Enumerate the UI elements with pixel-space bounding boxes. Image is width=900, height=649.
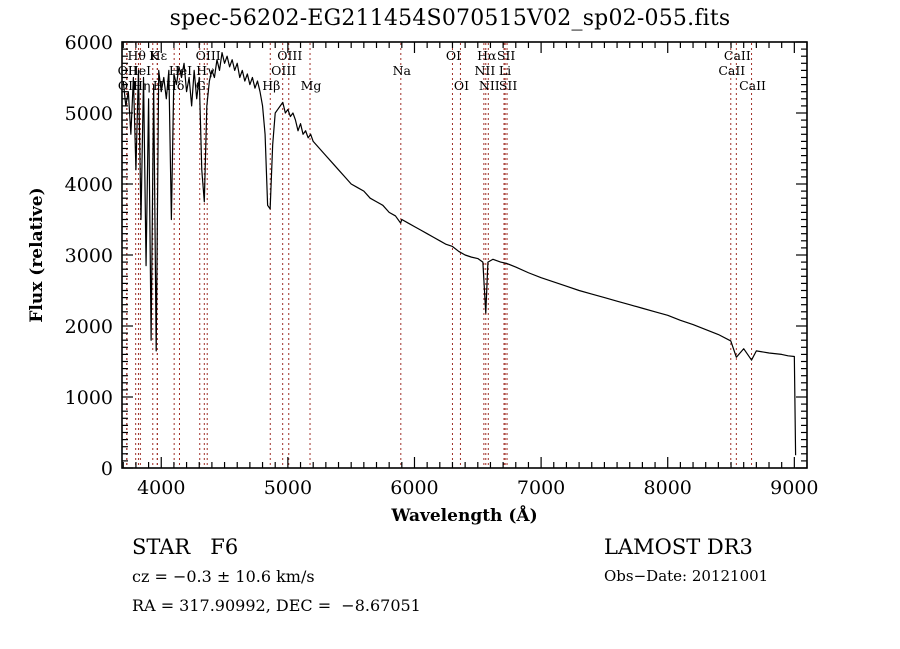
line-label-Li-6707: Li [499, 63, 511, 78]
line-label-OI-6363: OI [454, 78, 469, 93]
spectrum-curve [122, 52, 797, 456]
footer-left-column: STAR F6 cz = −0.3 ± 10.6 km/s RA = 317.9… [132, 532, 421, 620]
line-label-Hε-3970: Hε [150, 48, 167, 63]
line-label-Hγ-4340: Hγ [196, 63, 214, 78]
x-axis-title: Wavelength (Å) [390, 504, 537, 526]
y-axis-title: Flux (relative) [27, 187, 47, 322]
line-label-Hη-3835: Hη [132, 78, 150, 93]
cz-line: cz = −0.3 ± 10.6 km/s [132, 567, 315, 586]
line-label-Hα-6563: Hα [477, 48, 497, 63]
spacer [190, 535, 210, 559]
ytick-label-5000: 5000 [65, 103, 113, 125]
line-label-OII-3727: OII [118, 63, 138, 78]
ytick-label-4000: 4000 [65, 174, 113, 196]
line-label-OIII-5007: OIII [277, 48, 302, 63]
line-label-OII-3729: OII [118, 78, 138, 93]
figure-footer: STAR F6 cz = −0.3 ± 10.6 km/s RA = 317.9… [0, 528, 900, 649]
xtick-label-6000: 6000 [390, 477, 438, 499]
line-label-K-3933: K [149, 48, 159, 63]
line-label-Na-5892: Na [393, 63, 412, 78]
line-label-Hδ-4102: Hδ [166, 78, 184, 93]
xtick-label-9000: 9000 [770, 477, 818, 499]
obs-date-line: Obs−Date: 20121001 [604, 567, 769, 585]
footer-right-column: LAMOST DR3 Obs−Date: 20121001 [604, 532, 768, 591]
line-label-Hβ-4861: Hβ [262, 78, 280, 93]
line-label-OIII-4363: OIII [196, 48, 221, 63]
line-label-HeI-3820: HeI [128, 63, 151, 78]
line-label-G-4304: G [196, 78, 206, 93]
ytick-label-1000: 1000 [65, 387, 113, 409]
xtick-label-4000: 4000 [137, 477, 185, 499]
ytick-label-0: 0 [101, 458, 113, 480]
line-label-SII-6731: SII [499, 78, 518, 93]
line-label-CaII-8498: CaII [718, 63, 745, 78]
object-type: STAR [132, 535, 191, 559]
line-label-Hθ-3798: Hθ [127, 48, 145, 63]
line-label-SII-6716: SII [497, 48, 516, 63]
line-label-OI-6300: OI [446, 48, 461, 63]
line-label-H-3968: H [153, 78, 164, 93]
line-label-NII-6548: NII [474, 63, 495, 78]
coordinates-line: RA = 317.90992, DEC = −8.67051 [132, 596, 421, 615]
line-label-NII-6583: NII [479, 78, 500, 93]
xtick-label-7000: 7000 [517, 477, 565, 499]
spectrum-plot-svg: 4000 5000 6000 7000 8000 9000 0 1000 2000 3000 400… [27, 32, 819, 526]
line-label-HeI-4144: HeI [169, 63, 192, 78]
xtick-label-5000: 5000 [264, 477, 312, 499]
xtick-label-8000: 8000 [644, 477, 692, 499]
figure-title: spec-56202-EG211454S070515V02_sp02-055.f… [169, 6, 731, 31]
line-label-CaII-8662: CaII [739, 78, 766, 93]
plot-area: 4000 5000 6000 7000 8000 9000 0 1000 2000 3000 400… [27, 32, 819, 526]
line-label-OIII-4959: OIII [271, 63, 296, 78]
object-type-line: STAR F6 [132, 532, 421, 562]
line-label-CaII-8542: CaII [724, 48, 751, 63]
ytick-label-6000: 6000 [65, 32, 113, 54]
ytick-label-3000: 3000 [65, 245, 113, 267]
spectral-class: F6 [210, 535, 239, 559]
line-label-Mg-5175: Mg [301, 78, 322, 93]
survey-name: LAMOST DR3 [604, 535, 753, 559]
ytick-label-2000: 2000 [65, 316, 113, 338]
